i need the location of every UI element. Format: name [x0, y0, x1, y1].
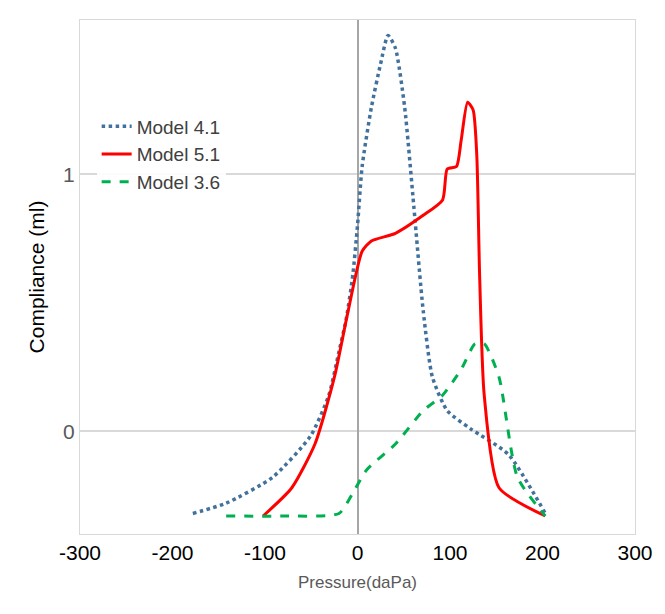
svg-text:-100: -100 [244, 541, 286, 564]
svg-text:Model 5.1: Model 5.1 [137, 144, 220, 165]
svg-text:200: 200 [525, 541, 560, 564]
svg-text:100: 100 [432, 541, 467, 564]
svg-text:-300: -300 [59, 541, 101, 564]
svg-text:0: 0 [352, 541, 364, 564]
svg-text:0: 0 [63, 420, 75, 443]
svg-text:1: 1 [63, 163, 75, 186]
svg-text:Pressure(daPa): Pressure(daPa) [298, 573, 417, 592]
svg-text:Model 4.1: Model 4.1 [137, 117, 220, 138]
svg-text:-200: -200 [151, 541, 193, 564]
svg-text:Compliance (ml): Compliance (ml) [25, 201, 48, 354]
svg-text:Model 3.6: Model 3.6 [137, 172, 220, 193]
svg-text:300: 300 [617, 541, 652, 564]
